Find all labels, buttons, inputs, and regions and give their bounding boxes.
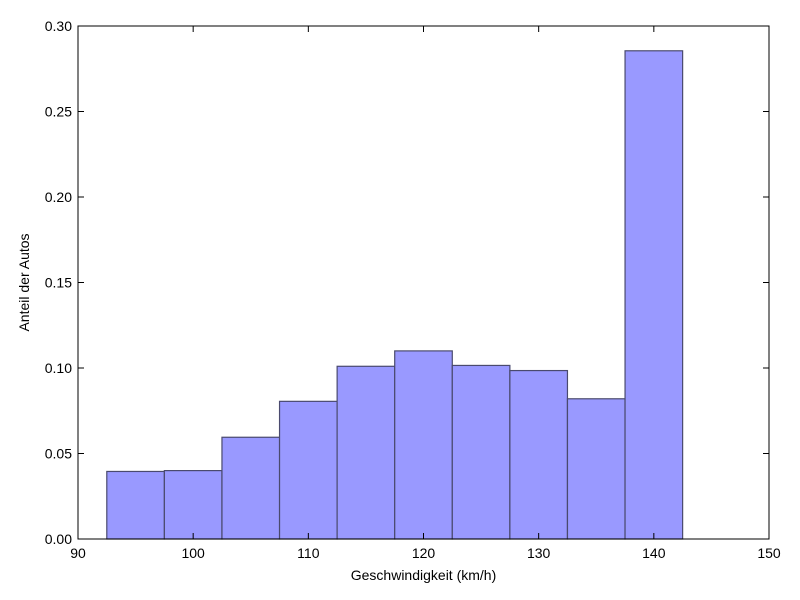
histogram-bar-7 xyxy=(509,369,569,540)
histogram-bar-4 xyxy=(336,365,396,540)
histogram-bar-5 xyxy=(394,350,453,540)
y-tick-label-0: 0.00 xyxy=(45,531,72,547)
x-tick-label-2: 110 xyxy=(297,545,320,561)
x-tick-label-6: 150 xyxy=(757,545,781,561)
histogram-bar-1 xyxy=(163,470,223,540)
y-tick-label-6: 0.30 xyxy=(45,18,72,34)
y-tick-label-3: 0.15 xyxy=(45,275,72,291)
bars-group xyxy=(106,50,684,540)
x-tick-label-4: 130 xyxy=(527,545,551,561)
x-tick-label-1: 100 xyxy=(181,545,205,561)
y-axis-ticks: 0.00 0.05 0.10 0.15 0.20 0.25 0.30 xyxy=(45,18,769,547)
x-tick-label-3: 120 xyxy=(412,545,436,561)
histogram-bar-2 xyxy=(221,436,281,540)
histogram-bar-6 xyxy=(451,364,511,540)
histogram-bar-0 xyxy=(106,470,165,540)
x-axis-ticks: 90 100 110 120 130 140 150 xyxy=(70,26,781,561)
y-tick-label-5: 0.25 xyxy=(45,104,72,120)
y-axis-label: Anteil der Autos xyxy=(16,233,32,331)
y-tick-label-1: 0.05 xyxy=(45,446,72,462)
y-tick-label-4: 0.20 xyxy=(45,189,72,205)
histogram-bar-3 xyxy=(278,400,338,540)
y-tick-label-2: 0.10 xyxy=(45,360,72,376)
x-axis-label: Geschwindigkeit (km/h) xyxy=(351,567,497,583)
x-tick-label-0: 90 xyxy=(70,545,86,561)
x-tick-label-5: 140 xyxy=(642,545,666,561)
histogram-bar-9 xyxy=(624,50,684,540)
histogram-bar-8 xyxy=(566,398,626,540)
